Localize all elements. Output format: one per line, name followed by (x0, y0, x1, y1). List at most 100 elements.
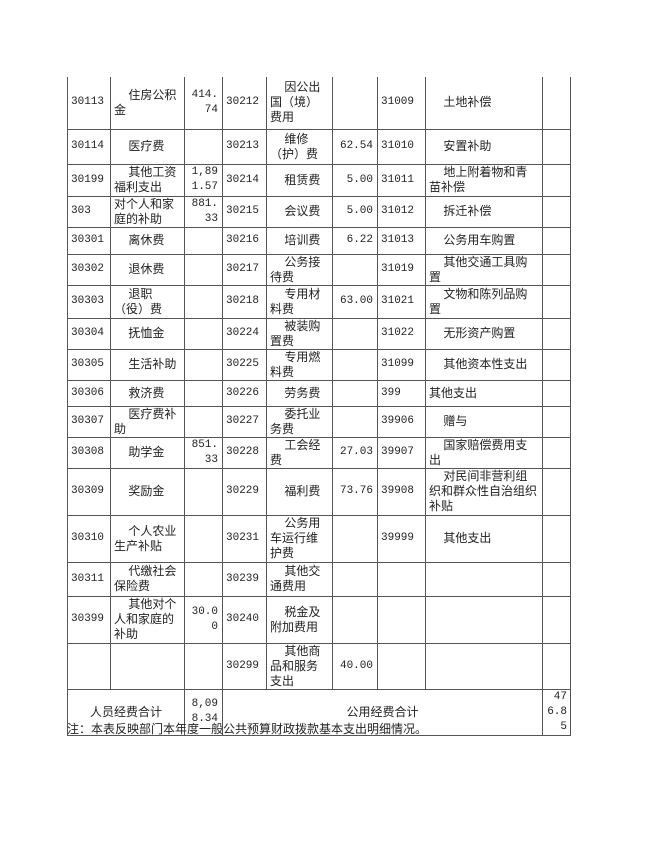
public-total-label: 公用经费合计 (222, 689, 543, 736)
amount-cell (542, 595, 571, 644)
item-name-cell (425, 642, 543, 690)
expenditure-detail-table: 30113 住房公积金 414.74 30212 因公出国（境）费用 31009 土地补偿 3… (67, 77, 571, 736)
item-name-cell: 税金及附加费用 (266, 595, 333, 644)
amount-cell: 5.00 (332, 195, 378, 228)
economic-code-cell: 31010 (377, 128, 426, 165)
economic-code-cell (67, 642, 111, 690)
item-name-cell: 福利费 (266, 467, 333, 516)
amount-cell (184, 128, 223, 165)
table-row: 30114 医疗费 30213 维修（护）费 62.54 31010 安置补助 (67, 128, 571, 165)
table-row: 30301 离休费 30216 培训费 6.22 31013 公务用车购置 (67, 226, 571, 255)
economic-code-cell: 30399 (67, 595, 111, 644)
amount-cell (542, 348, 571, 381)
totals-row: 人员经费合计 8,098.34 公用经费合计 476.85 (67, 689, 571, 736)
amount-cell (184, 405, 223, 438)
amount-cell (542, 253, 571, 286)
personnel-total-label: 人员经费合计 (67, 689, 185, 736)
economic-code-cell: 30231 (222, 514, 267, 563)
amount-cell: 63.00 (332, 284, 378, 319)
footnote: 注：本表反映部门本年度一般公共预算财政拨款基本支出明细情况。 (67, 722, 428, 736)
economic-code-cell: 30302 (67, 253, 111, 286)
public-total-value: 476.85 (542, 689, 571, 736)
economic-code-cell: 30213 (222, 128, 267, 165)
amount-cell (542, 317, 571, 350)
table-row: 30299 其他商品和服务支出 40.00 (67, 642, 571, 690)
item-name-cell: 土地补偿 (425, 77, 543, 130)
item-name-cell: 拆迁补偿 (425, 195, 543, 228)
item-name-cell: 其他资本性支出 (425, 348, 543, 381)
item-name-cell: 生活补助 (110, 348, 185, 381)
economic-code-cell: 30304 (67, 317, 111, 350)
economic-code-cell: 30239 (222, 561, 267, 597)
amount-cell (184, 226, 223, 255)
amount-cell (542, 226, 571, 255)
amount-cell (542, 163, 571, 197)
item-name-cell: 其他对个人和家庭的补助 (110, 595, 185, 644)
item-name-cell: 专用燃料费 (266, 348, 333, 381)
amount-cell (542, 561, 571, 597)
economic-code-cell: 30215 (222, 195, 267, 228)
amount-cell: 881.33 (184, 195, 223, 228)
item-name-cell: 助学金 (110, 436, 185, 469)
economic-code-cell: 31099 (377, 348, 426, 381)
table-row: 30308 助学金 851.33 30228 工会经费 27.03 39907 国家赔偿费用支… (67, 436, 571, 469)
amount-cell (332, 595, 378, 644)
economic-code-cell: 399 (377, 379, 426, 407)
item-name-cell: 地上附着物和青苗补偿 (425, 163, 543, 197)
table-row: 30113 住房公积金 414.74 30212 因公出国（境）费用 31009 土地补偿 (67, 77, 571, 130)
amount-cell (184, 348, 223, 381)
table-row: 30306 救济费 30226 劳务费 399 其他支出 (67, 379, 571, 407)
item-name-cell: 其他商品和服务支出 (266, 642, 333, 690)
item-name-cell: 对个人和家庭的补助 (110, 195, 185, 228)
economic-code-cell: 30224 (222, 317, 267, 350)
item-name-cell: 公务用车运行维护费 (266, 514, 333, 563)
economic-code-cell: 30303 (67, 284, 111, 319)
amount-cell: 6.22 (332, 226, 378, 255)
table-row: 303 对个人和家庭的补助 881.33 30215 会议费 5.00 31012 拆迁补偿 (67, 195, 571, 228)
item-name-cell: 其他支出 (425, 379, 543, 407)
item-name-cell: 医疗费补助 (110, 405, 185, 438)
economic-code-cell: 31021 (377, 284, 426, 319)
economic-code-cell: 30228 (222, 436, 267, 469)
economic-code-cell: 39907 (377, 436, 426, 469)
economic-code-cell: 30240 (222, 595, 267, 644)
economic-code-cell: 30305 (67, 348, 111, 381)
economic-code-cell: 31012 (377, 195, 426, 228)
economic-code-cell: 30308 (67, 436, 111, 469)
item-name-cell: 救济费 (110, 379, 185, 407)
item-name-cell: 赠与 (425, 405, 543, 438)
economic-code-cell: 303 (67, 195, 111, 228)
amount-cell (332, 77, 378, 130)
table-row: 30310 个人农业生产补贴 30231 公务用车运行维护费 39999 其他支出 (67, 514, 571, 563)
item-name-cell: 个人农业生产补贴 (110, 514, 185, 563)
amount-cell: 414.74 (184, 77, 223, 130)
economic-code-cell: 30214 (222, 163, 267, 197)
item-name-cell: 工会经费 (266, 436, 333, 469)
economic-code-cell: 31009 (377, 77, 426, 130)
amount-cell (184, 642, 223, 690)
amount-cell (332, 348, 378, 381)
amount-cell (332, 253, 378, 286)
economic-code-cell: 30311 (67, 561, 111, 597)
amount-cell: 30.00 (184, 595, 223, 644)
item-name-cell: 公务用车购置 (425, 226, 543, 255)
item-name-cell: 住房公积金 (110, 77, 185, 130)
item-name-cell: 其他交通费用 (266, 561, 333, 597)
item-name-cell (425, 595, 543, 644)
economic-code-cell: 30114 (67, 128, 111, 165)
amount-cell (184, 379, 223, 407)
economic-code-cell: 39908 (377, 467, 426, 516)
economic-code-cell: 30299 (222, 642, 267, 690)
item-name-cell: 文物和陈列品购置 (425, 284, 543, 319)
table-row: 30311 代缴社会保险费 30239 其他交通费用 (67, 561, 571, 597)
item-name-cell: 维修（护）费 (266, 128, 333, 165)
amount-cell: 73.76 (332, 467, 378, 516)
item-name-cell: 离休费 (110, 226, 185, 255)
item-name-cell (110, 642, 185, 690)
table-row: 30303 退职（役）费 30218 专用材料费 63.00 31021 文物和陈列品购置 (67, 284, 571, 319)
item-name-cell: 退休费 (110, 253, 185, 286)
economic-code-cell: 30217 (222, 253, 267, 286)
item-name-cell: 委托业务费 (266, 405, 333, 438)
item-name-cell: 安置补助 (425, 128, 543, 165)
economic-code-cell: 31013 (377, 226, 426, 255)
